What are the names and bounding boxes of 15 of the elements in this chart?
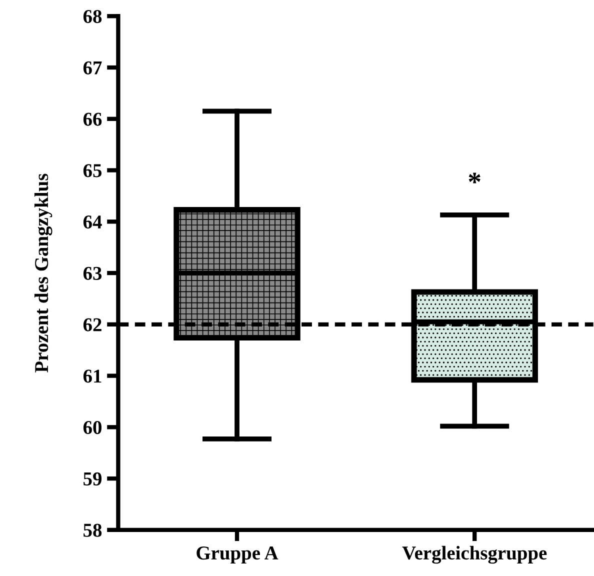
- x-tick-label: Vergleichsgruppe: [402, 546, 547, 564]
- annotation: *: [468, 172, 480, 184]
- y-tick-label: 59: [84, 472, 102, 486]
- x-tick-label: Gruppe A: [196, 546, 278, 564]
- y-tick-label: 60: [83, 420, 102, 434]
- y-tick-label: 61: [83, 370, 102, 383]
- y-tick-label: 66: [83, 112, 102, 126]
- y-tick-label: 64: [83, 216, 102, 229]
- y-tick-label: 68: [83, 10, 102, 24]
- y-tick-label: 62: [83, 318, 102, 332]
- y-tick-label: 63: [83, 266, 102, 280]
- y-tick-label: 67: [83, 61, 102, 74]
- y-tick-label: 65: [83, 164, 102, 178]
- y-axis-title: Prozent des Gangzyklus: [34, 174, 52, 372]
- y-tick-label: 58: [84, 524, 102, 537]
